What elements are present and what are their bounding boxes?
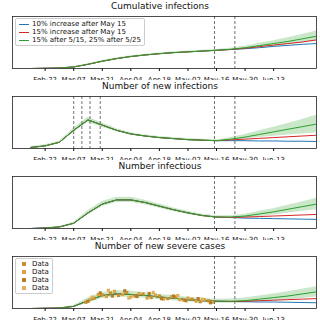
svg-text:Jun-13: Jun-13	[261, 236, 284, 240]
svg-text:Jun-13: Jun-13	[261, 76, 284, 80]
svg-text:Apr-18: Apr-18	[148, 236, 171, 240]
svg-text:Apr-18: Apr-18	[148, 316, 171, 320]
svg-text:Mar-07: Mar-07	[62, 156, 86, 160]
html-text:10% increase after May 15: 10% increase after May 15	[32, 20, 126, 28]
svg-text:Mar-21: Mar-21	[90, 236, 114, 240]
svg-text:Mar-07: Mar-07	[62, 316, 86, 320]
svg-text:May-30: May-30	[232, 236, 258, 240]
svg-text:Feb-22: Feb-22	[33, 156, 57, 160]
svg-text:May-30: May-30	[232, 76, 258, 80]
html-text:Number of new infections: Number of new infections	[102, 81, 218, 91]
html-text:Cumulative infections: Cumulative infections	[111, 1, 209, 11]
svg-text:Mar-07: Mar-07	[62, 76, 86, 80]
html-text:Data: Data	[32, 276, 49, 284]
svg-text:May-30: May-30	[232, 156, 258, 160]
svg-text:May-16: May-16	[204, 236, 230, 240]
html-text:15% increase after May 15: 15% increase after May 15	[32, 28, 126, 36]
html-text:Data: Data	[32, 284, 49, 292]
html-text:Data: Data	[32, 260, 49, 268]
svg-text:Apr-04: Apr-04	[119, 76, 143, 80]
svg-text:Mar-21: Mar-21	[90, 156, 114, 160]
svg-text:May-02: May-02	[175, 316, 201, 320]
svg-text:Mar-21: Mar-21	[90, 316, 114, 320]
html-text:Number infectious: Number infectious	[118, 161, 202, 171]
html-text:Number of new severe cases: Number of new severe cases	[94, 241, 226, 251]
html-text:15% after 5/15, 25% after 5/25: 15% after 5/15, 25% after 5/25	[32, 36, 141, 44]
html-text:Data: Data	[32, 268, 49, 276]
svg-text:May-16: May-16	[204, 76, 230, 80]
svg-text:Apr-04: Apr-04	[119, 156, 143, 160]
svg-text:May-30: May-30	[232, 316, 258, 320]
svg-text:May-02: May-02	[175, 156, 201, 160]
svg-text:May-16: May-16	[204, 156, 230, 160]
svg-text:Apr-18: Apr-18	[148, 156, 171, 160]
svg-text:Apr-18: Apr-18	[148, 76, 171, 80]
svg-text:Mar-07: Mar-07	[62, 236, 86, 240]
svg-text:Apr-04: Apr-04	[119, 316, 143, 320]
svg-text:Apr-04: Apr-04	[119, 236, 143, 240]
svg-text:Mar-21: Mar-21	[90, 76, 114, 80]
svg-text:Feb-22: Feb-22	[33, 236, 57, 240]
svg-text:May-02: May-02	[175, 76, 201, 80]
svg-text:Feb-22: Feb-22	[33, 316, 57, 320]
svg-text:May-16: May-16	[204, 316, 230, 320]
svg-text:Jun-13: Jun-13	[261, 156, 284, 160]
svg-text:Jun-13: Jun-13	[261, 316, 284, 320]
svg-text:Feb-22: Feb-22	[33, 76, 57, 80]
svg-text:May-02: May-02	[175, 236, 201, 240]
